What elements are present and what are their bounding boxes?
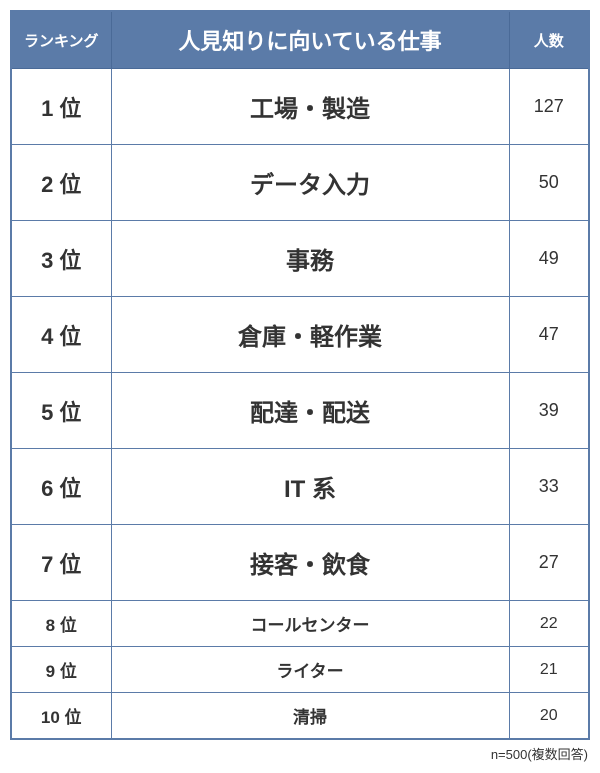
cell-job: 配達・配送 [111, 373, 509, 449]
cell-count: 127 [509, 69, 589, 145]
table-row: 1 位工場・製造127 [11, 69, 589, 145]
cell-count: 21 [509, 647, 589, 693]
cell-count: 50 [509, 145, 589, 221]
table-row: 9 位ライター21 [11, 647, 589, 693]
cell-job: 工場・製造 [111, 69, 509, 145]
cell-rank: 1 位 [11, 69, 111, 145]
cell-count: 22 [509, 601, 589, 647]
table-row: 8 位コールセンター22 [11, 601, 589, 647]
cell-rank: 5 位 [11, 373, 111, 449]
table-row: 2 位データ入力50 [11, 145, 589, 221]
cell-count: 27 [509, 525, 589, 601]
cell-job: 接客・飲食 [111, 525, 509, 601]
cell-rank: 10 位 [11, 693, 111, 740]
cell-job: データ入力 [111, 145, 509, 221]
header-count: 人数 [509, 11, 589, 69]
cell-count: 33 [509, 449, 589, 525]
cell-count: 39 [509, 373, 589, 449]
cell-count: 20 [509, 693, 589, 740]
cell-rank: 4 位 [11, 297, 111, 373]
table-row: 4 位倉庫・軽作業47 [11, 297, 589, 373]
cell-job: 清掃 [111, 693, 509, 740]
cell-job: 事務 [111, 221, 509, 297]
table-row: 7 位接客・飲食27 [11, 525, 589, 601]
cell-rank: 3 位 [11, 221, 111, 297]
table-body: 1 位工場・製造1272 位データ入力503 位事務494 位倉庫・軽作業475… [11, 69, 589, 740]
footnote: n=500(複数回答) [10, 744, 590, 763]
table-row: 3 位事務49 [11, 221, 589, 297]
cell-rank: 7 位 [11, 525, 111, 601]
table-row: 5 位配達・配送39 [11, 373, 589, 449]
header-rank: ランキング [11, 11, 111, 69]
cell-rank: 8 位 [11, 601, 111, 647]
table-row: 6 位IT 系33 [11, 449, 589, 525]
table-header-row: ランキング 人見知りに向いている仕事 人数 [11, 11, 589, 69]
cell-job: ライター [111, 647, 509, 693]
cell-job: 倉庫・軽作業 [111, 297, 509, 373]
cell-job: コールセンター [111, 601, 509, 647]
cell-rank: 2 位 [11, 145, 111, 221]
table-row: 10 位清掃20 [11, 693, 589, 740]
cell-rank: 6 位 [11, 449, 111, 525]
ranking-table: ランキング 人見知りに向いている仕事 人数 1 位工場・製造1272 位データ入… [10, 10, 590, 740]
cell-job: IT 系 [111, 449, 509, 525]
cell-rank: 9 位 [11, 647, 111, 693]
cell-count: 47 [509, 297, 589, 373]
header-job: 人見知りに向いている仕事 [111, 11, 509, 69]
cell-count: 49 [509, 221, 589, 297]
